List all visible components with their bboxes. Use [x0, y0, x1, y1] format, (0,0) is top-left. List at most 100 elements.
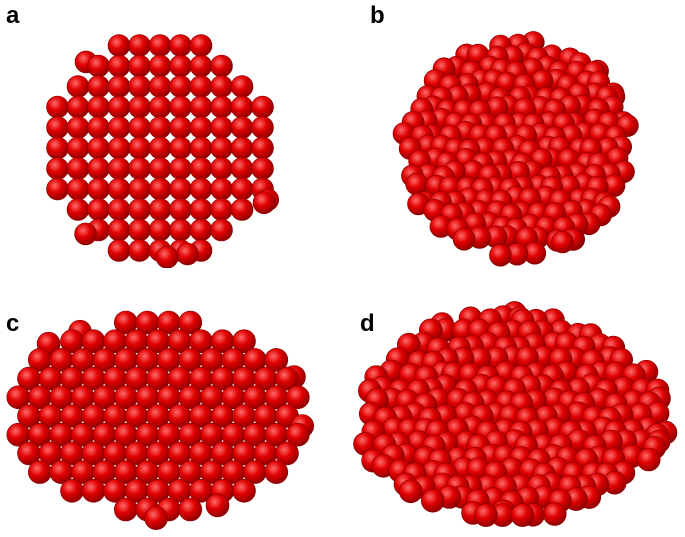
sphere-cluster-c	[6, 310, 315, 530]
sphere	[251, 136, 274, 160]
sphere	[66, 198, 90, 221]
sphere	[551, 230, 574, 254]
sphere-cluster-b	[392, 31, 639, 267]
sphere	[542, 502, 567, 526]
sphere	[251, 157, 274, 180]
panel-label-a: a	[6, 2, 20, 29]
sphere	[189, 34, 213, 57]
sphere	[169, 177, 192, 201]
sphere	[210, 157, 233, 180]
sphere	[230, 75, 254, 98]
sphere	[176, 242, 199, 266]
sphere	[230, 177, 254, 201]
sphere	[169, 95, 192, 119]
sphere	[275, 441, 299, 466]
sphere	[128, 34, 151, 57]
sphere	[87, 177, 110, 201]
sphere	[169, 218, 192, 242]
sphere	[210, 95, 233, 119]
sphere	[148, 75, 172, 98]
sphere	[46, 136, 69, 160]
sphere	[230, 116, 254, 139]
sphere	[46, 116, 69, 139]
sphere	[128, 136, 151, 160]
sphere	[107, 177, 131, 201]
sphere	[148, 34, 172, 57]
panel-label-b: b	[370, 2, 385, 29]
sphere	[189, 116, 213, 139]
sphere	[87, 198, 110, 221]
sphere	[128, 218, 151, 242]
sphere	[205, 493, 230, 518]
sphere	[107, 198, 131, 221]
sphere	[107, 157, 131, 180]
sphere	[114, 497, 138, 522]
sphere	[252, 191, 276, 214]
sphere	[232, 329, 256, 353]
sphere	[155, 246, 179, 268]
sphere	[189, 218, 213, 242]
sphere	[74, 222, 97, 246]
sphere	[264, 348, 289, 372]
panel-label-c: c	[6, 310, 20, 337]
sphere	[285, 385, 310, 410]
sphere	[251, 95, 274, 119]
sphere	[128, 157, 151, 180]
sphere	[189, 136, 213, 160]
sphere	[189, 198, 213, 221]
sphere	[60, 479, 84, 503]
sphere	[275, 366, 299, 391]
sphere	[169, 136, 192, 160]
sphere	[66, 75, 90, 98]
sphere	[107, 116, 131, 139]
panel-b: b	[342, 0, 685, 268]
sphere	[210, 198, 233, 221]
sphere	[189, 157, 213, 180]
sphere	[128, 239, 151, 262]
sphere	[169, 157, 192, 180]
sphere	[46, 157, 69, 180]
sphere	[169, 198, 192, 221]
sphere	[210, 116, 233, 139]
sphere	[189, 177, 213, 201]
sphere	[474, 503, 498, 527]
sphere	[128, 54, 151, 78]
sphere	[178, 497, 203, 522]
sphere	[107, 75, 131, 98]
panel-d: d	[342, 268, 685, 537]
sphere	[81, 479, 106, 503]
sphere	[87, 116, 110, 139]
sphere	[27, 460, 52, 484]
sphere	[189, 54, 213, 78]
sphere	[510, 503, 535, 527]
sphere	[210, 136, 233, 160]
sphere	[489, 243, 512, 267]
sphere	[107, 54, 131, 78]
sphere	[87, 157, 110, 180]
sphere	[66, 136, 90, 160]
sphere-cluster-a	[46, 34, 280, 268]
sphere	[148, 198, 172, 221]
sphere	[148, 218, 172, 242]
sphere	[230, 136, 254, 160]
sphere	[148, 95, 172, 119]
sphere	[128, 198, 151, 221]
sphere	[66, 116, 90, 139]
sphere	[107, 136, 131, 160]
sphere	[230, 157, 254, 180]
sphere	[169, 54, 192, 78]
sphere	[148, 177, 172, 201]
sphere	[87, 54, 110, 78]
sphere	[210, 75, 233, 98]
panel-c: c	[0, 268, 342, 537]
sphere	[128, 116, 151, 139]
sphere	[66, 177, 90, 201]
sphere	[421, 488, 445, 513]
sphere	[148, 116, 172, 139]
sphere	[87, 95, 110, 119]
sphere	[169, 116, 192, 139]
sphere	[189, 95, 213, 119]
sphere	[189, 75, 213, 98]
sphere	[178, 310, 203, 335]
sphere	[144, 506, 168, 530]
